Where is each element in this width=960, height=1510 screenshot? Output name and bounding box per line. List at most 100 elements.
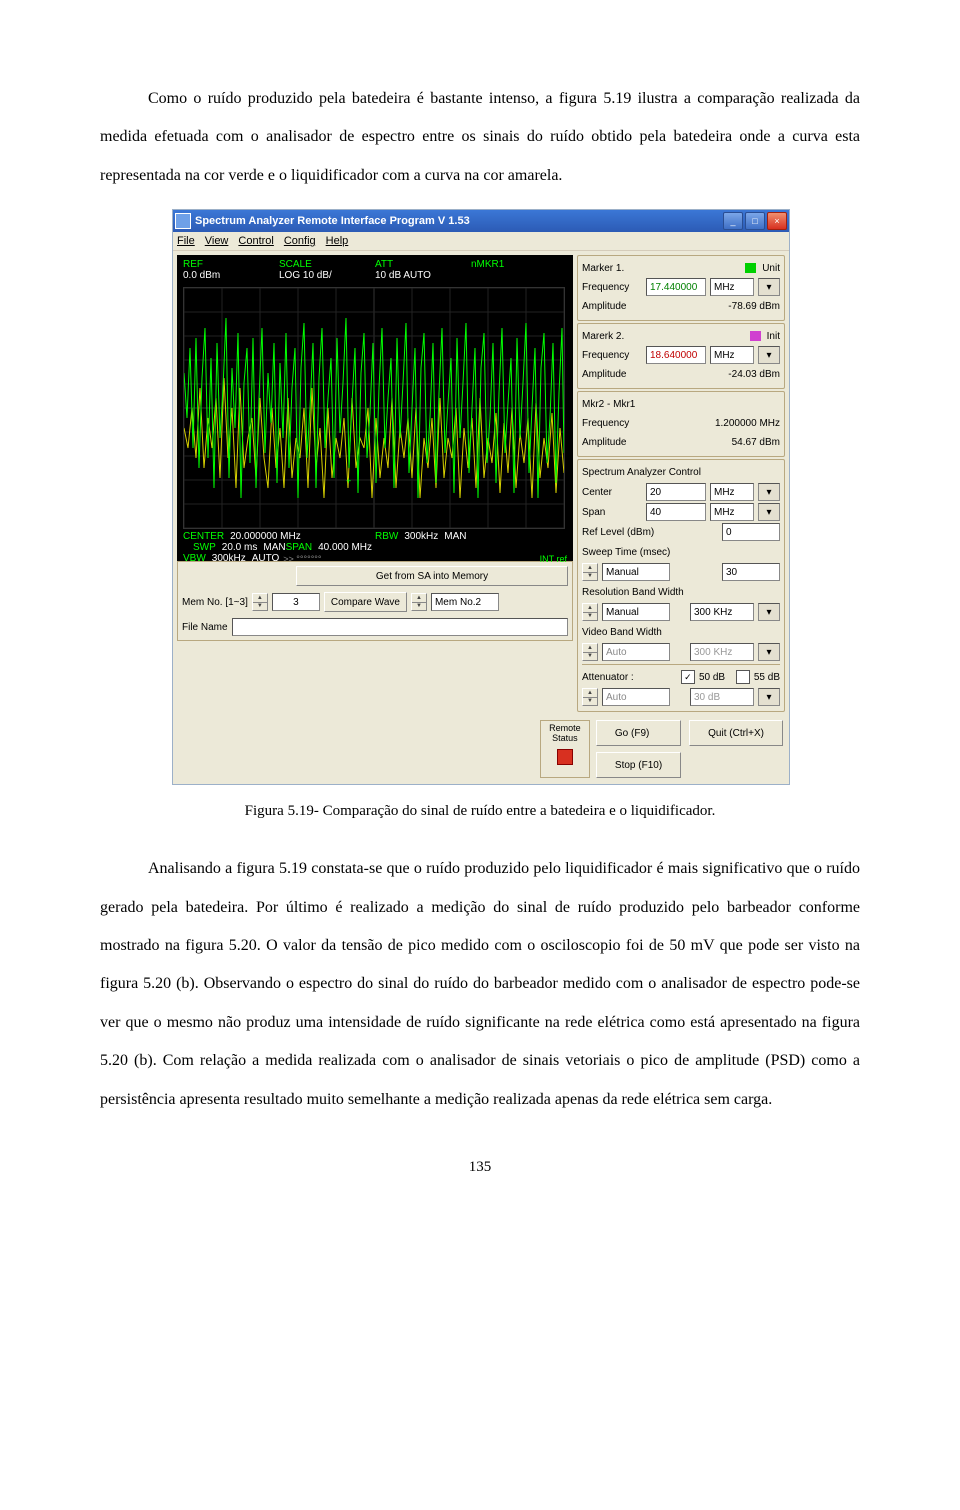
att-spinner[interactable]: ▲▼: [582, 688, 598, 706]
nmkr-label: nMKR1: [471, 259, 567, 270]
dropdown-icon[interactable]: ▾: [758, 483, 780, 501]
dropdown-icon[interactable]: ▾: [758, 278, 780, 296]
figure-5-19: Spectrum Analyzer Remote Interface Progr…: [172, 209, 860, 785]
memno-spinner[interactable]: ▲▼: [252, 593, 268, 611]
compare-memno[interactable]: Mem No.2: [431, 593, 499, 611]
maximize-button[interactable]: □: [745, 212, 765, 230]
span-value: 40.000 MHz: [318, 542, 372, 553]
m1-amp-value: -78.69 dBm: [728, 301, 780, 312]
page-number: 135: [100, 1159, 860, 1176]
menubar: File View Control Config Help: [173, 232, 789, 251]
menu-control[interactable]: Control: [238, 235, 273, 247]
dropdown-icon[interactable]: ▾: [758, 603, 780, 621]
att-55-checkbox[interactable]: [736, 670, 750, 684]
minimize-button[interactable]: _: [723, 212, 743, 230]
swp-mode: MAN: [263, 542, 285, 553]
swp-value: 20.0 ms: [222, 542, 258, 553]
ctrl-vbw-input: 300 KHz: [690, 643, 754, 661]
rbw-mode: MAN: [444, 531, 466, 542]
att-50-label: 50 dB: [699, 672, 725, 683]
ctrl-swp-input[interactable]: 30: [722, 563, 780, 581]
m1-freq-unit[interactable]: MHz: [710, 278, 754, 296]
compare-wave-button[interactable]: Compare Wave: [324, 592, 407, 612]
center-label: CENTER: [183, 531, 224, 542]
menu-file[interactable]: File: [177, 235, 195, 247]
ctrl-att-input: 30 dB: [690, 688, 754, 706]
filename-input[interactable]: [232, 618, 568, 636]
ctrl-swp-label: Sweep Time (msec): [582, 547, 670, 558]
dropdown-icon[interactable]: ▾: [758, 688, 780, 706]
vbw-spinner[interactable]: ▲▼: [582, 643, 598, 661]
remote-led-icon: [557, 749, 573, 765]
m2-freq-unit[interactable]: MHz: [710, 346, 754, 364]
d-amp-value: 54.67 dBm: [732, 437, 780, 448]
spectrum-canvas[interactable]: +: [183, 287, 565, 529]
ctrl-att-mode[interactable]: Auto: [602, 688, 670, 706]
expand-icon[interactable]: >> °°°°°°°: [283, 554, 321, 564]
go-button[interactable]: Go (F9): [596, 720, 681, 746]
ctrl-center-input[interactable]: 20: [646, 483, 706, 501]
dropdown-icon[interactable]: ▾: [758, 346, 780, 364]
delta-group: Mkr2 - Mkr1 Frequency1.200000 MHz Amplit…: [577, 391, 785, 457]
ctrl-span-unit[interactable]: MHz: [710, 503, 754, 521]
att-55-label: 55 dB: [754, 672, 780, 683]
stop-button[interactable]: Stop (F10): [596, 752, 681, 778]
marker2-color-icon: [750, 331, 761, 341]
d-amp-label: Amplitude: [582, 437, 642, 448]
ctrl-center-unit[interactable]: MHz: [710, 483, 754, 501]
ctrl-rbw-label: Resolution Band Width: [582, 587, 684, 598]
memno-value[interactable]: 3: [272, 593, 320, 611]
rbw-spinner[interactable]: ▲▼: [582, 603, 598, 621]
close-button[interactable]: ×: [767, 212, 787, 230]
rbw-value: 300kHz: [404, 531, 438, 542]
vbw-value: 300kHz: [212, 553, 246, 564]
ctrl-ref-input[interactable]: 0: [722, 523, 780, 541]
window-title: Spectrum Analyzer Remote Interface Progr…: [195, 215, 721, 227]
m2-freq-label: Frequency: [582, 350, 642, 361]
figure-caption: Figura 5.19- Comparação do sinal de ruíd…: [100, 803, 860, 820]
get-from-sa-button[interactable]: Get from SA into Memory: [296, 566, 568, 586]
menu-config[interactable]: Config: [284, 235, 316, 247]
ref-value: 0.0 dBm: [183, 270, 279, 281]
titlebar[interactable]: Spectrum Analyzer Remote Interface Progr…: [173, 210, 789, 232]
dropdown-icon[interactable]: ▾: [758, 503, 780, 521]
m2-amp-label: Amplitude: [582, 369, 642, 380]
ctrl-swp-mode[interactable]: Manual: [602, 563, 670, 581]
m2-freq-value[interactable]: 18.640000: [646, 346, 706, 364]
ctrl-att-label: Attenuator :: [582, 672, 642, 683]
dropdown-icon[interactable]: ▾: [758, 643, 780, 661]
swp-label: SWP: [193, 542, 216, 553]
menu-help[interactable]: Help: [326, 235, 349, 247]
paragraph-analysis: Analisando a figura 5.19 constata-se que…: [100, 850, 860, 1119]
filename-label: File Name: [182, 622, 228, 633]
ctrl-vbw-mode[interactable]: Auto: [602, 643, 670, 661]
m2-amp-value: -24.03 dBm: [728, 369, 780, 380]
memory-panel: Get from SA into Memory Mem No. [1~3] ▲▼…: [177, 561, 573, 641]
att-label: ATT: [375, 259, 471, 270]
quit-button[interactable]: Quit (Ctrl+X): [689, 720, 783, 746]
att-50-checkbox[interactable]: ✓: [681, 670, 695, 684]
marker1-group: Marker 1.Unit Frequency17.440000MHz▾ Amp…: [577, 255, 785, 321]
remote-label: Remote: [543, 723, 587, 733]
ctrl-rbw-mode[interactable]: Manual: [602, 603, 670, 621]
swp-spinner[interactable]: ▲▼: [582, 563, 598, 581]
int-ref-label: INT ref: [540, 554, 567, 564]
app-icon: [175, 213, 191, 229]
ctrl-ref-label: Ref Level (dBm): [582, 527, 718, 538]
menu-view[interactable]: View: [205, 235, 229, 247]
delta-title: Mkr2 - Mkr1: [582, 399, 635, 410]
m1-amp-label: Amplitude: [582, 301, 642, 312]
ctrl-rbw-input[interactable]: 300 KHz: [690, 603, 754, 621]
span-label: SPAN: [286, 542, 313, 553]
rbw-label: RBW: [375, 531, 398, 542]
m1-freq-label: Frequency: [582, 282, 642, 293]
att-value: 10 dB AUTO: [375, 270, 471, 281]
remote-status-label: Status: [543, 733, 587, 743]
marker2-unit-label: Init: [767, 331, 780, 342]
ctrl-span-input[interactable]: 40: [646, 503, 706, 521]
scale-label: SCALE: [279, 259, 375, 270]
compare-spinner[interactable]: ▲▼: [411, 593, 427, 611]
marker1-unit-label: Unit: [762, 263, 780, 274]
ctrl-title: Spectrum Analyzer Control: [582, 467, 701, 478]
m1-freq-value[interactable]: 17.440000: [646, 278, 706, 296]
